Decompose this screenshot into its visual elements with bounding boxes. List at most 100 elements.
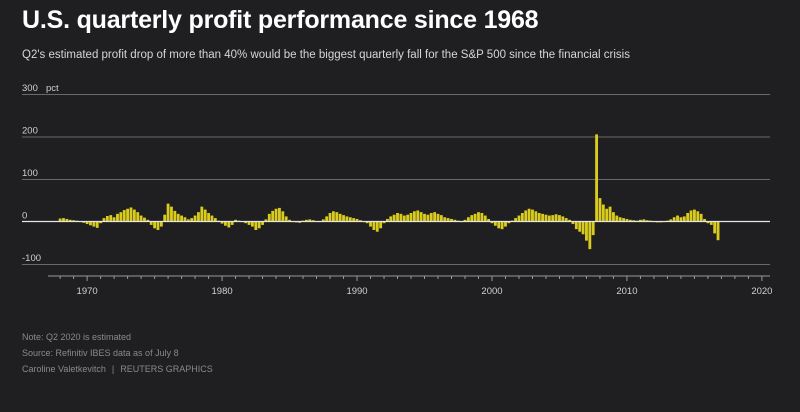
bar <box>686 213 690 222</box>
y-tick-label: 100 <box>22 168 38 179</box>
bar <box>153 221 157 229</box>
bar <box>412 211 416 222</box>
bar <box>159 221 163 227</box>
bar <box>321 219 325 222</box>
credit-line: Caroline Valetkevitch | REUTERS GRAPHICS <box>22 364 213 374</box>
bar <box>551 215 555 222</box>
bar <box>129 207 133 222</box>
bar <box>102 218 106 222</box>
bar <box>190 218 194 222</box>
bar <box>311 220 315 222</box>
bar <box>186 219 190 222</box>
bar <box>122 210 126 222</box>
bar <box>176 213 180 222</box>
bar <box>227 221 231 228</box>
bar <box>571 221 575 225</box>
bar <box>251 221 254 227</box>
bar <box>578 221 582 232</box>
bar <box>82 221 86 223</box>
bar <box>706 221 710 224</box>
bar <box>544 214 548 222</box>
bar <box>89 221 92 226</box>
bar <box>693 209 696 222</box>
bar <box>244 221 248 224</box>
bar <box>284 216 288 222</box>
bar <box>473 213 477 222</box>
bar <box>99 221 103 224</box>
bar <box>483 215 487 222</box>
x-tick-label: 2000 <box>481 286 502 297</box>
bar <box>352 218 356 222</box>
bar <box>406 214 410 222</box>
bar <box>463 219 467 222</box>
x-tick-label: 1990 <box>346 286 367 297</box>
bar <box>416 210 420 222</box>
bar <box>561 216 565 222</box>
bar <box>365 221 369 224</box>
bar <box>470 215 474 222</box>
bar <box>612 212 615 222</box>
bar <box>257 221 261 229</box>
bar <box>234 219 237 222</box>
bar <box>379 221 383 229</box>
bar <box>345 216 349 222</box>
bar <box>335 212 339 222</box>
bar <box>328 213 332 222</box>
bar <box>95 221 99 228</box>
bar <box>409 213 413 222</box>
bar <box>163 214 167 222</box>
bar <box>453 219 457 222</box>
x-tick-label: 1980 <box>212 286 233 297</box>
bar <box>247 221 251 225</box>
bar <box>591 221 595 236</box>
brand-name: REUTERS GRAPHICS <box>120 364 213 374</box>
bar <box>622 218 625 222</box>
bar <box>507 221 511 224</box>
bar <box>625 218 629 222</box>
bar <box>520 213 524 222</box>
bar <box>193 215 197 222</box>
bar <box>504 221 507 227</box>
credit-separator: | <box>111 364 115 374</box>
bar <box>197 212 200 222</box>
bar <box>396 213 399 222</box>
bar <box>305 219 308 222</box>
bar <box>58 218 62 222</box>
bar <box>490 221 494 224</box>
bar <box>173 210 177 222</box>
bar <box>531 209 534 222</box>
y-tick-label: -100 <box>22 253 41 264</box>
bar <box>149 221 153 225</box>
bar <box>348 217 352 222</box>
bar <box>183 217 187 222</box>
bar <box>480 213 484 222</box>
bar <box>709 221 713 225</box>
bar <box>92 221 96 227</box>
bar <box>534 211 538 222</box>
y-unit-label: pct <box>46 83 59 94</box>
bar <box>264 219 268 222</box>
bar <box>703 218 706 222</box>
bar <box>220 221 224 224</box>
bar <box>224 221 227 226</box>
bar <box>271 210 275 222</box>
bar <box>527 208 531 222</box>
bar <box>436 213 440 222</box>
bar <box>595 134 598 222</box>
bar <box>180 215 184 222</box>
bar <box>281 211 285 222</box>
bar <box>497 221 501 229</box>
bar <box>119 212 123 222</box>
bar <box>143 217 146 222</box>
bar <box>392 214 396 222</box>
bar <box>605 208 609 222</box>
bar <box>288 219 291 222</box>
bar <box>389 216 393 222</box>
bar <box>446 218 450 222</box>
bar <box>116 213 119 222</box>
bar <box>254 221 258 230</box>
bar <box>696 211 700 222</box>
bar <box>608 206 612 222</box>
bar <box>230 221 234 225</box>
x-tick-label: 2010 <box>616 286 637 297</box>
